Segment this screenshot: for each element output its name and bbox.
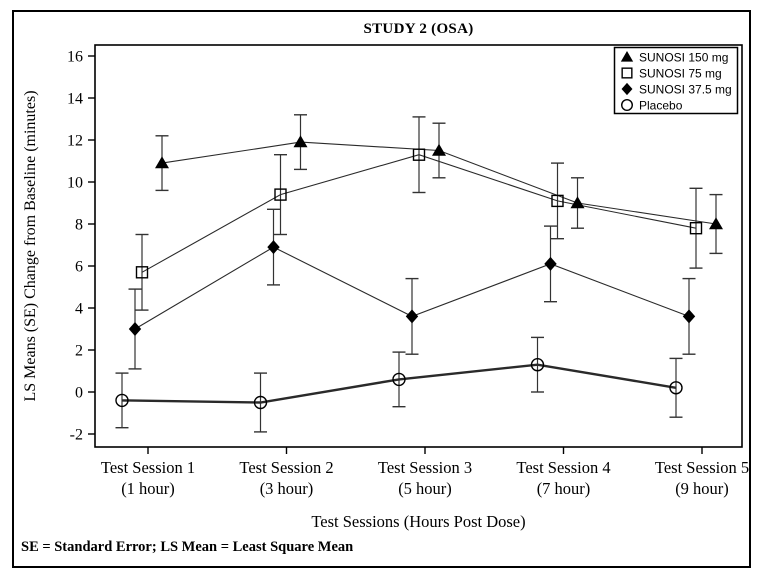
y-axis-ticks: 16 14 12 10 8 6 4 2 0 -2 (67, 49, 95, 444)
error-bars-layer (115, 114, 723, 433)
square-marker (135, 266, 149, 279)
legend-item: SUNOSI 37.5 mg (621, 82, 732, 97)
triangle-marker (432, 143, 446, 156)
diamond-marker (544, 256, 557, 271)
square-marker (551, 194, 564, 208)
x-axis-ticks: Test Session 1 (1 hour) Test Session 2 (3 h… (101, 447, 749, 498)
legend-label: Placebo (639, 99, 683, 113)
figure-frame (12, 10, 751, 568)
circle-marker (621, 99, 633, 111)
series-markers-placebo (115, 358, 683, 410)
error-bar (689, 187, 703, 269)
y-tick-label: -2 (70, 427, 83, 444)
series-markers-sunosi-37-5-mg (128, 240, 696, 336)
y-tick-label: 8 (75, 217, 83, 234)
diamond-marker (682, 309, 696, 324)
circle-marker (530, 358, 545, 372)
x-axis-title: Test Sessions (Hours Post Dose) (311, 512, 526, 531)
x-tick-label: Test Session 3 (378, 458, 472, 477)
legend-item: Placebo (621, 99, 683, 113)
legend-label: SUNOSI 150 mg (639, 51, 728, 65)
x-tick-sublabel: (7 hour) (537, 479, 591, 498)
x-tick-label: Test Session 2 (239, 458, 333, 477)
x-tick-sublabel: (1 hour) (121, 479, 175, 498)
triangle-marker (620, 51, 634, 62)
legend-box (613, 46, 739, 115)
x-tick-label: Test Session 1 (101, 458, 195, 477)
y-tick-label: 10 (67, 175, 83, 192)
y-tick-label: 4 (75, 301, 83, 318)
triangle-marker (155, 156, 169, 169)
chart-title: STUDY 2 (OSA) (363, 21, 474, 37)
square-marker (621, 67, 633, 79)
series-line-sunosi-75-mg (141, 154, 697, 273)
triangle-marker (293, 135, 308, 148)
diamond-marker (128, 322, 142, 336)
triangle-marker (570, 196, 585, 209)
circle-marker (253, 395, 268, 410)
x-tick-label: Test Session 4 (516, 458, 610, 477)
x-tick-label: Test Session 5 (655, 458, 749, 477)
diamond-marker (621, 82, 633, 96)
legend: SUNOSI 150 mg SUNOSI 75 mg SUNOSI 37.5 mg P… (613, 46, 739, 115)
x-tick-sublabel: (3 hour) (260, 479, 314, 498)
y-tick-label: 6 (75, 259, 83, 276)
circle-marker (392, 372, 406, 387)
y-tick-label: 16 (67, 49, 83, 66)
legend-label: SUNOSI 75 mg (639, 67, 722, 81)
circle-marker (669, 381, 683, 395)
legend-item: SUNOSI 150 mg (620, 51, 728, 65)
y-tick-label: 0 (75, 385, 83, 402)
circle-marker (115, 393, 129, 408)
square-marker (274, 188, 287, 201)
diamond-marker (405, 309, 419, 324)
footnote: SE = Standard Error; LS Mean = Least Squ… (21, 539, 354, 555)
legend-label: SUNOSI 37.5 mg (639, 83, 732, 97)
triangle-marker (709, 217, 723, 230)
x-tick-sublabel: (9 hour) (675, 479, 729, 498)
y-tick-label: 14 (67, 91, 83, 108)
square-marker (689, 221, 703, 235)
series-line-placebo (121, 363, 677, 404)
series-markers-sunosi-150-mg (155, 135, 723, 230)
legend-item: SUNOSI 75 mg (621, 67, 722, 81)
square-marker (412, 148, 426, 161)
x-tick-sublabel: (5 hour) (398, 479, 452, 498)
y-tick-label: 12 (67, 133, 83, 150)
diamond-marker (267, 240, 280, 255)
plot-border (94, 44, 743, 448)
series-markers-sunosi-75-mg (135, 148, 703, 279)
y-tick-label: 2 (75, 343, 83, 360)
